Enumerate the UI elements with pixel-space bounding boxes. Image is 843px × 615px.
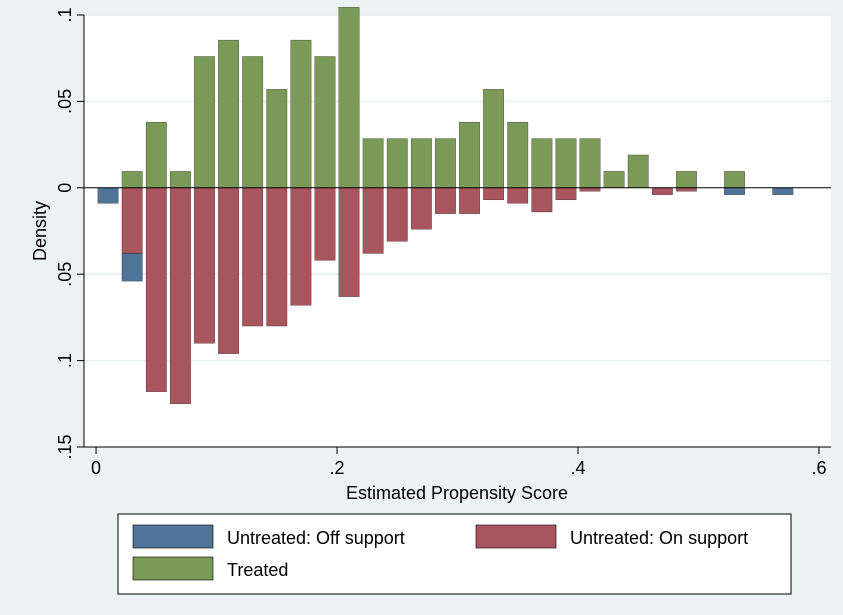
bar-untreated-on-support-21	[676, 187, 697, 192]
bar-untreated-on-support-10	[362, 187, 384, 254]
legend-swatch-on-support	[475, 524, 557, 549]
y-tick-label: .05	[55, 262, 75, 287]
x-tick-label: .4	[570, 458, 585, 478]
bar-untreated-on-support-2	[170, 187, 191, 404]
legend-label-on-support: Untreated: On support	[570, 528, 748, 548]
bar-treated-15	[483, 89, 505, 188]
bar-untreated-on-support-7	[290, 187, 312, 306]
bar-untreated-on-support-6	[266, 187, 288, 327]
x-axis-label: Estimated Propensity Score	[346, 483, 568, 503]
bar-untreated-on-support-15	[483, 187, 505, 201]
bar-treated-0	[121, 171, 143, 188]
bar-treated-2	[170, 171, 191, 188]
bar-untreated-on-support-8	[314, 187, 336, 261]
bar-treated-21	[627, 154, 649, 188]
bar-untreated-on-support-19	[579, 187, 601, 192]
legend-swatch-treated	[132, 556, 214, 581]
y-tick-label: .05	[55, 89, 75, 114]
axes	[83, 15, 831, 448]
bar-treated-22	[676, 171, 697, 188]
bar-untreated-on-support-17	[531, 187, 553, 213]
bar-untreated-on-support-4	[218, 187, 239, 354]
bar-treated-12	[410, 138, 432, 188]
bar-treated-16	[507, 122, 529, 188]
y-tick-label: .15	[55, 434, 75, 459]
bar-treated-6	[266, 89, 288, 188]
bar-untreated-on-support-9	[338, 187, 360, 297]
bar-untreated-off-support-1	[121, 253, 143, 282]
y-tick-label: .1	[55, 7, 75, 22]
bar-treated-17	[531, 138, 553, 188]
bar-untreated-on-support-3	[194, 187, 215, 344]
x-tick-label: 0	[91, 458, 101, 478]
bar-treated-11	[386, 138, 408, 188]
bar-untreated-on-support-1	[145, 187, 167, 392]
legend-box	[117, 513, 792, 595]
bars	[97, 7, 794, 404]
bar-treated-8	[314, 56, 336, 188]
bar-treated-1	[145, 122, 167, 188]
bar-untreated-on-support-0	[121, 187, 143, 254]
ticks: 0 .2 .4 .6 .15 .1 .05 0 .05 .1	[55, 7, 826, 478]
bar-treated-5	[242, 56, 264, 188]
bar-treated-18	[555, 138, 577, 188]
bar-treated-3	[194, 56, 215, 188]
bar-untreated-on-support-20	[651, 187, 673, 195]
legend-swatch-off-support	[132, 524, 214, 549]
legend-label-treated: Treated	[227, 560, 288, 580]
bar-untreated-off-support-2	[724, 187, 745, 195]
bar-untreated-off-support-3	[772, 187, 794, 195]
bar-untreated-on-support-12	[410, 187, 432, 230]
bar-treated-7	[290, 39, 312, 188]
bar-untreated-on-support-11	[386, 187, 408, 242]
bar-untreated-on-support-18	[555, 187, 577, 201]
bar-untreated-on-support-5	[242, 187, 264, 327]
bar-treated-13	[435, 138, 456, 188]
bar-treated-9	[338, 7, 360, 188]
bar-treated-10	[362, 138, 384, 188]
bar-untreated-on-support-13	[435, 187, 456, 214]
bar-treated-4	[218, 39, 239, 188]
bar-treated-19	[579, 138, 601, 188]
bar-treated-20	[603, 171, 625, 188]
legend: Untreated: Off support Untreated: On sup…	[117, 513, 792, 595]
bar-untreated-off-support-0	[97, 187, 119, 204]
x-tick-label: .6	[811, 458, 826, 478]
y-axis-label: Density	[30, 201, 50, 261]
bar-treated-14	[459, 122, 480, 188]
x-tick-label: .2	[330, 458, 345, 478]
bar-untreated-on-support-14	[459, 187, 480, 214]
y-tick-label: .1	[55, 353, 75, 368]
legend-label-off-support: Untreated: Off support	[227, 528, 405, 548]
bar-untreated-on-support-16	[507, 187, 529, 204]
bar-treated-23	[724, 171, 745, 188]
y-tick-label: 0	[55, 183, 75, 193]
